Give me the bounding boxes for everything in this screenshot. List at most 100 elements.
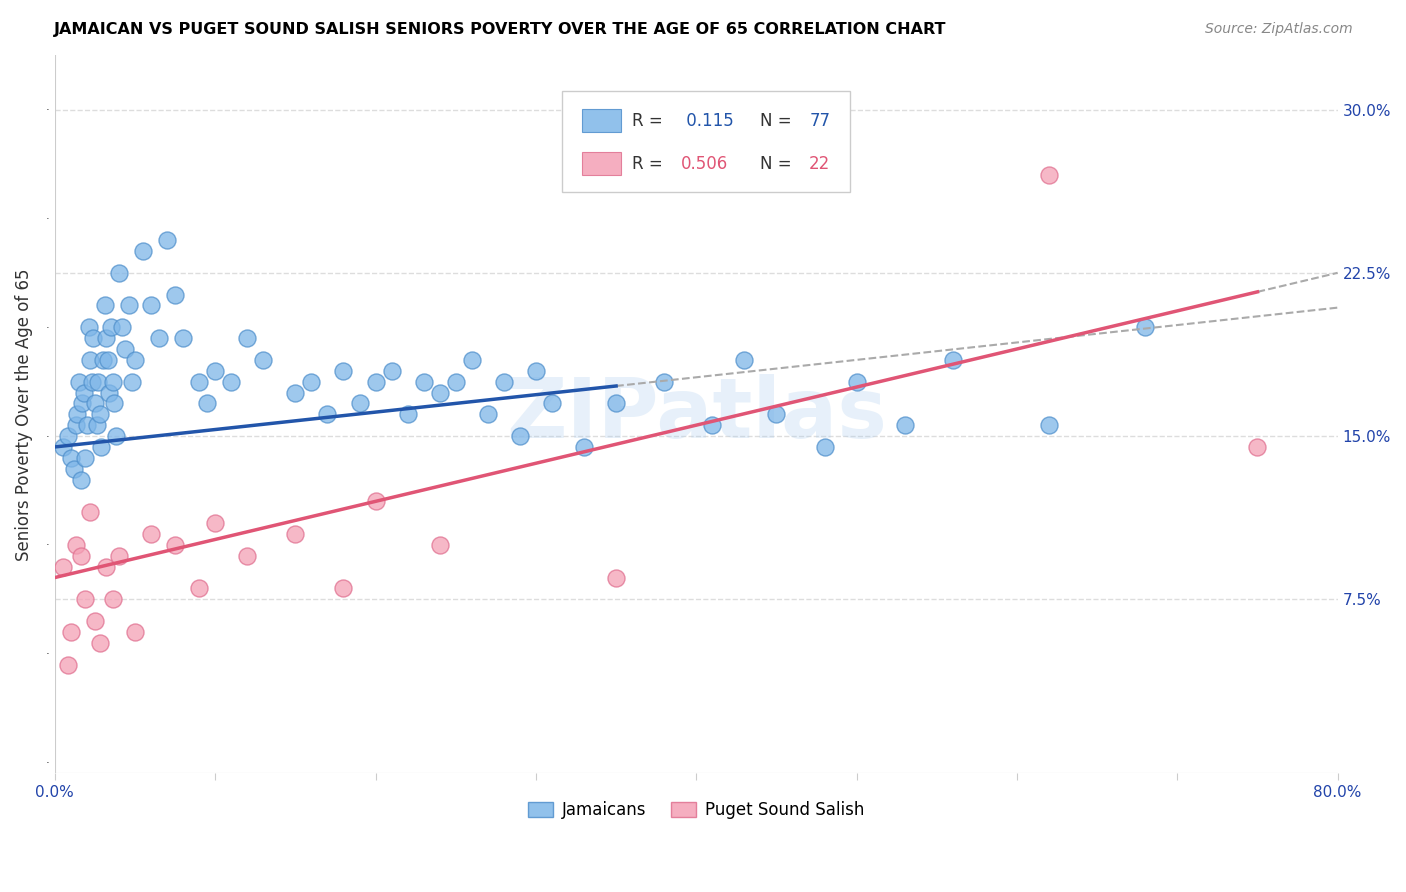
Y-axis label: Seniors Poverty Over the Age of 65: Seniors Poverty Over the Age of 65 (15, 268, 32, 560)
Point (1038, 418, 1060, 433)
Legend: Jamaicans, Puget Sound Salish: Jamaicans, Puget Sound Salish (522, 795, 870, 826)
Point (541, 396, 564, 410)
Point (103, 396, 125, 410)
Point (86, 418, 108, 433)
Text: Source: ZipAtlas.com: Source: ZipAtlas.com (1205, 22, 1353, 37)
Point (381, 364, 404, 378)
Point (56, 657, 79, 672)
FancyBboxPatch shape (561, 91, 851, 192)
Point (299, 375, 322, 389)
Point (97, 352, 120, 367)
Point (96, 559, 118, 574)
Point (84, 396, 107, 410)
Point (652, 375, 675, 389)
Point (69, 473, 91, 487)
Point (461, 352, 484, 367)
Point (509, 429, 531, 443)
Point (396, 407, 419, 421)
Point (93, 298, 115, 312)
Point (765, 407, 787, 421)
Point (76, 418, 98, 433)
Point (59, 450, 82, 465)
Point (412, 375, 434, 389)
Point (108, 266, 131, 280)
Point (942, 352, 965, 367)
Point (108, 549, 131, 563)
Point (429, 538, 451, 552)
Point (132, 244, 155, 258)
Point (733, 352, 755, 367)
Point (65, 538, 87, 552)
Point (893, 418, 915, 433)
Point (1135, 320, 1157, 334)
FancyBboxPatch shape (582, 110, 620, 132)
Point (96, 331, 118, 345)
Text: N =: N = (761, 154, 797, 173)
Point (82, 331, 104, 345)
Point (156, 233, 179, 247)
Point (1246, 440, 1268, 454)
Point (316, 407, 339, 421)
Point (66, 407, 89, 421)
Point (79, 505, 101, 519)
Point (332, 582, 354, 596)
Text: 0.506: 0.506 (681, 154, 728, 173)
Point (429, 385, 451, 400)
Point (204, 364, 226, 378)
Point (364, 494, 387, 508)
Text: 77: 77 (808, 112, 830, 130)
Point (101, 375, 124, 389)
Point (524, 364, 547, 378)
Point (111, 320, 134, 334)
Point (104, 429, 127, 443)
Point (75, 450, 97, 465)
Point (89, 636, 111, 650)
Text: R =: R = (633, 112, 668, 130)
Text: JAMAICAN VS PUGET SOUND SALISH SENIORS POVERTY OVER THE AGE OF 65 CORRELATION CH: JAMAICAN VS PUGET SOUND SALISH SENIORS P… (53, 22, 946, 37)
Point (236, 549, 259, 563)
Point (332, 364, 354, 378)
Point (79, 352, 101, 367)
Text: 0.115: 0.115 (681, 112, 734, 130)
Text: R =: R = (633, 154, 668, 173)
Point (349, 396, 371, 410)
Text: N =: N = (761, 112, 797, 130)
Point (813, 440, 835, 454)
Point (73, 385, 96, 400)
Point (75, 592, 97, 607)
Point (477, 407, 499, 421)
Text: 22: 22 (808, 154, 831, 173)
Point (188, 582, 211, 596)
Point (121, 375, 143, 389)
Text: ZIPatlas: ZIPatlas (506, 374, 887, 455)
Point (80, 375, 103, 389)
Point (65, 418, 87, 433)
Point (70, 396, 93, 410)
Point (100, 320, 122, 334)
Point (204, 516, 226, 530)
Point (52, 559, 75, 574)
Point (219, 375, 242, 389)
Point (84, 614, 107, 628)
Point (90, 440, 112, 454)
Point (148, 331, 170, 345)
Point (492, 375, 515, 389)
Point (172, 331, 194, 345)
Point (63, 461, 86, 475)
Point (572, 440, 595, 454)
Point (284, 527, 307, 541)
Point (444, 375, 467, 389)
Point (52, 440, 75, 454)
Point (605, 396, 627, 410)
Point (77, 320, 100, 334)
Point (56, 429, 79, 443)
Point (1038, 168, 1060, 182)
Point (702, 418, 724, 433)
Point (114, 342, 136, 356)
FancyBboxPatch shape (582, 153, 620, 175)
Point (124, 352, 146, 367)
Point (845, 375, 868, 389)
Point (124, 624, 146, 639)
Point (165, 287, 187, 301)
Point (67, 375, 90, 389)
